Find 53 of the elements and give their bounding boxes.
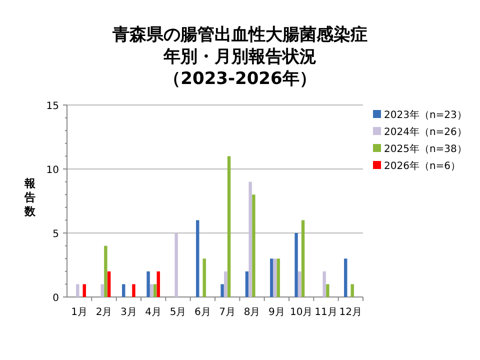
bar bbox=[252, 194, 256, 297]
x-tick-label: 1月 bbox=[71, 307, 88, 318]
bar bbox=[301, 220, 305, 297]
chart-title: 青森県の腸管出血性大腸菌感染症年別・月別報告状況 bbox=[112, 25, 368, 67]
bar bbox=[227, 156, 231, 297]
bar bbox=[270, 258, 274, 297]
legend-label: 2026年（n=6） bbox=[384, 160, 461, 172]
bar bbox=[294, 233, 298, 297]
bar bbox=[174, 233, 178, 297]
x-tick-label: 9月 bbox=[268, 307, 285, 318]
x-tick-label: 8月 bbox=[244, 307, 260, 318]
x-tick-label: 4月 bbox=[145, 307, 162, 318]
bar bbox=[153, 284, 157, 297]
bar bbox=[273, 258, 277, 297]
bar bbox=[326, 284, 330, 297]
bar bbox=[146, 271, 150, 297]
bar bbox=[245, 271, 249, 297]
bar bbox=[276, 258, 280, 297]
bar bbox=[150, 284, 154, 297]
x-tick-label: 10月 bbox=[290, 307, 313, 318]
chart-subtitle: （2023-2026年） bbox=[164, 69, 316, 89]
y-tick-label: 0 bbox=[52, 293, 59, 304]
bar bbox=[220, 284, 224, 297]
bar bbox=[350, 284, 354, 297]
x-tick-label: 7月 bbox=[219, 307, 236, 318]
x-tick-label: 6月 bbox=[194, 307, 211, 318]
bar bbox=[224, 271, 228, 297]
x-tick-label: 3月 bbox=[120, 307, 137, 318]
x-tick-label: 11月 bbox=[314, 307, 338, 318]
legend-label: 2023年（n=23） bbox=[384, 109, 467, 121]
y-axis-title: 報告数 bbox=[24, 177, 36, 218]
bar bbox=[82, 284, 86, 297]
x-tick-label: 12月 bbox=[339, 307, 362, 318]
bar bbox=[132, 284, 136, 297]
bar bbox=[202, 258, 206, 297]
bar bbox=[107, 271, 111, 297]
bar bbox=[298, 271, 302, 297]
bar bbox=[122, 284, 126, 297]
bar bbox=[248, 182, 252, 297]
bar bbox=[344, 258, 348, 297]
bar bbox=[104, 246, 108, 297]
bar bbox=[76, 284, 80, 297]
bar bbox=[156, 271, 160, 297]
legend-label: 2024年（n=26） bbox=[384, 126, 467, 138]
legend-label: 2025年（n=38） bbox=[384, 143, 467, 155]
y-tick-label: 5 bbox=[52, 229, 59, 240]
x-tick-label: 5月 bbox=[170, 307, 186, 318]
x-tick-label: 2月 bbox=[96, 307, 112, 318]
y-tick-label: 10 bbox=[46, 165, 59, 176]
bar bbox=[322, 271, 326, 297]
y-tick-label: 15 bbox=[46, 101, 59, 112]
bar bbox=[196, 220, 200, 297]
bar bbox=[100, 284, 104, 297]
